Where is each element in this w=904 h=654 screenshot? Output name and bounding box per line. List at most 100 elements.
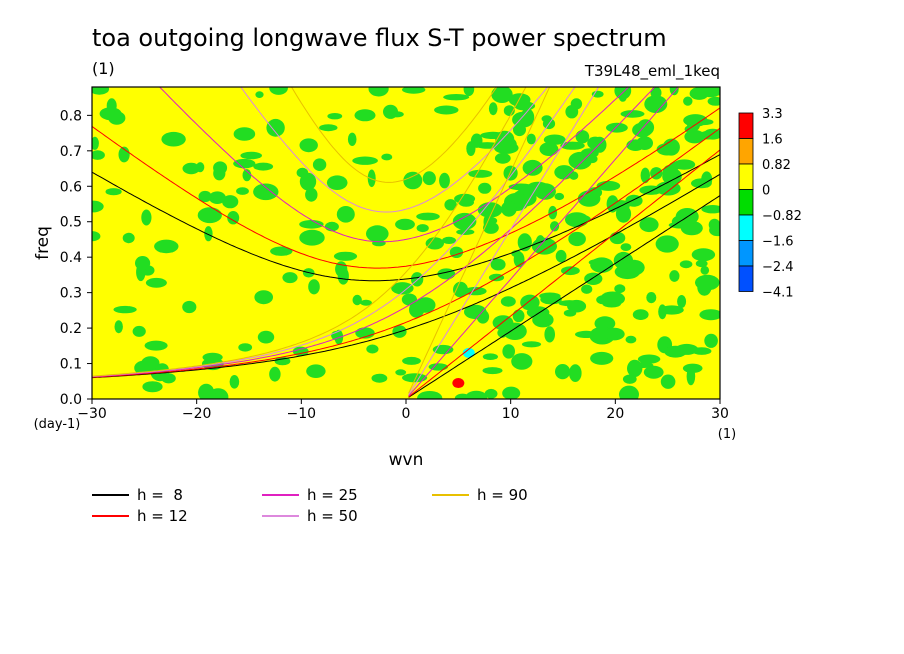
spectrum-blob xyxy=(580,148,599,159)
spectrum-blob xyxy=(145,277,167,288)
y-tick-label: 0.8 xyxy=(60,108,82,124)
spectrum-blob xyxy=(161,131,186,147)
spectrum-blob xyxy=(655,181,681,196)
spectrum-blob xyxy=(333,251,358,261)
spectrum-blob xyxy=(544,326,555,343)
spectrum-blob xyxy=(632,309,649,320)
spectrum-blob xyxy=(500,296,516,307)
spectrum-blob xyxy=(114,320,123,334)
spectrum-blob xyxy=(242,169,252,182)
spectrum-blob xyxy=(478,182,492,194)
spectrum-blob xyxy=(480,131,506,139)
spectrum-blob xyxy=(502,386,521,399)
dispersion-curve xyxy=(240,87,549,213)
spectrum-blob xyxy=(236,187,249,195)
dispersion-curves xyxy=(92,87,720,398)
x-axis-label: wvn xyxy=(389,450,424,470)
spectrum-blob xyxy=(92,87,110,95)
spectrum-blob xyxy=(590,257,614,273)
colorbar-level-label: −1.6 xyxy=(762,235,794,250)
y-axis-label: freq xyxy=(33,226,53,260)
spectrum-blob xyxy=(520,108,535,126)
spectrum-blob xyxy=(613,251,634,270)
spectrum-blob xyxy=(503,165,518,181)
spectrum-blob xyxy=(704,333,718,348)
spectrum-blob xyxy=(324,221,339,232)
spectrum-blob xyxy=(575,130,590,144)
spectrum-blob xyxy=(454,393,471,399)
spectrum-blob xyxy=(305,187,318,202)
y-axis-unit: (day-1) xyxy=(34,417,81,432)
spectrum-blob xyxy=(581,284,593,294)
spectrum-blob xyxy=(204,226,213,242)
x-axis-unit: (1) xyxy=(718,427,736,442)
spectrum-blob xyxy=(463,87,475,97)
y-tick-label: 0.6 xyxy=(60,179,82,195)
spectrum-blob xyxy=(540,294,562,305)
spectrum-blob xyxy=(326,175,348,190)
spectrum-blob xyxy=(416,212,440,221)
spectrum-blob xyxy=(699,309,720,321)
chart-subtitle-right: T39L48_eml_1keq xyxy=(584,62,720,81)
chart-subtitle-left: (1) xyxy=(92,59,115,78)
spectrum-blob xyxy=(141,209,152,226)
spectrum-blob xyxy=(691,248,716,262)
spectrum-blob xyxy=(417,391,443,399)
spectrum-blob xyxy=(629,362,654,369)
spectrum-blob xyxy=(266,118,285,137)
spectrum-blob xyxy=(319,124,338,132)
dispersion-curve xyxy=(92,87,527,377)
spectrum-blob xyxy=(229,375,240,389)
spectrum-blob xyxy=(468,169,493,178)
spectrum-blob xyxy=(92,136,99,150)
spectrum-blob xyxy=(569,364,582,382)
spectrum-blob xyxy=(565,105,579,119)
spectrum-features xyxy=(452,347,475,389)
spectrum-blob xyxy=(306,364,326,379)
spectrum-blob xyxy=(92,200,104,213)
spectrum-blob xyxy=(354,109,376,122)
spectrum-blob xyxy=(508,93,531,107)
plot-area xyxy=(92,87,720,399)
legend-label: h = 50 xyxy=(307,507,358,525)
x-tick-label: −20 xyxy=(182,406,212,422)
spectrum-blob xyxy=(144,340,168,351)
spectrum-blob xyxy=(327,113,343,120)
spectrum-blob xyxy=(555,364,571,380)
colorbar-swatch xyxy=(738,214,754,241)
colorbar-swatch xyxy=(738,240,754,267)
spectrum-blob xyxy=(434,105,459,115)
y-tick-label: 0.1 xyxy=(60,357,82,373)
spectrum-blob xyxy=(118,146,130,163)
spectrum-blob xyxy=(488,102,498,116)
colorbar-level-label: 1.6 xyxy=(762,133,783,148)
spectrum-blob xyxy=(484,388,498,399)
spectrum-blob xyxy=(637,354,661,364)
spectrum-blob xyxy=(664,345,687,358)
spectrum-blob xyxy=(282,272,298,284)
spectrum-blob xyxy=(182,300,197,314)
spectrum-blob xyxy=(490,258,506,271)
x-tick-label: 10 xyxy=(502,406,520,422)
spectrum-blob xyxy=(391,282,414,295)
colorbar-swatch xyxy=(738,265,754,292)
y-axis: 0.0 0.1 0.2 0.3 0.4 0.5 0.6 0.7 0.8 xyxy=(60,108,92,408)
spectrum-blob xyxy=(347,132,357,146)
spectrum-blob xyxy=(482,353,498,361)
spectrum-blob xyxy=(269,87,288,95)
colorbar-level-label: −2.4 xyxy=(762,260,794,275)
y-tick-label: 0.4 xyxy=(60,250,82,266)
spectrum-blob xyxy=(554,192,565,201)
spectrum-blob xyxy=(154,239,179,254)
spectrum-blob xyxy=(141,356,160,370)
spectrum-blob xyxy=(383,104,398,119)
spectrum-blob xyxy=(182,162,200,175)
spectrum-blob xyxy=(213,196,223,203)
spectrum-blob xyxy=(701,205,720,214)
spectrum-blob xyxy=(532,312,554,328)
spectrum-blob xyxy=(591,90,604,98)
spectrum-blob xyxy=(197,207,222,224)
spectrum-blob xyxy=(428,363,448,371)
spectrum-blob xyxy=(550,221,560,232)
